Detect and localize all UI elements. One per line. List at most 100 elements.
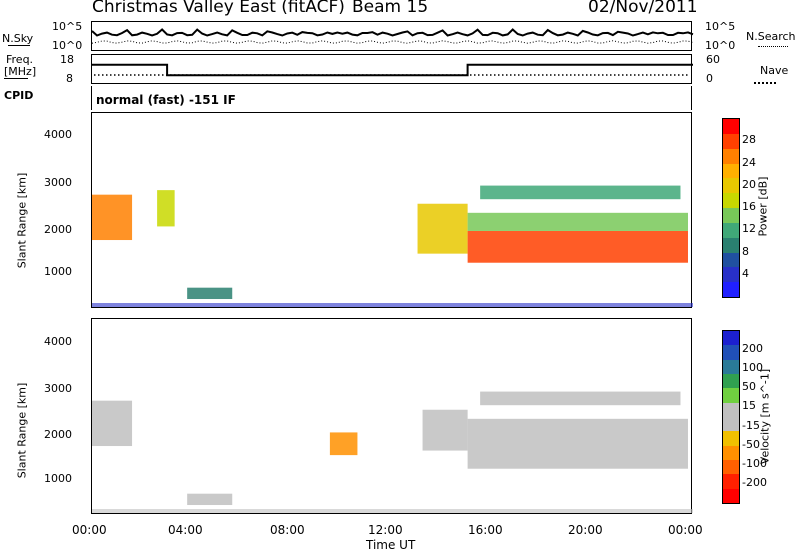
nsky-legend-line: [8, 45, 30, 46]
power-cbar-label: Power [dB]: [756, 176, 770, 237]
velocity-ytick-2000: 2000: [44, 428, 72, 441]
nave-label: Nave: [760, 64, 789, 77]
velocity-colorbar-tick-3: 15: [742, 399, 756, 413]
power-colorbar-tick-1: 24: [742, 155, 756, 169]
nave-tick-top: 60: [706, 53, 720, 66]
velocity-colorbar-tick-5: -50: [742, 437, 760, 451]
freq-panel: [91, 54, 693, 84]
power-colorbar-cell-11: [723, 282, 739, 298]
xtick-1200: 12:00: [368, 523, 403, 537]
velocity-feature-1: [187, 493, 233, 506]
velocity-colorbar-cell-9: [723, 460, 739, 475]
velocity-ytick-3000: 3000: [44, 382, 72, 395]
power-feature-3: [417, 203, 468, 254]
velocity-colorbar-tick-2: 50: [742, 380, 756, 394]
xtick-2400: 00:00: [668, 523, 703, 537]
velocity-colorbar-tick-1: 100: [742, 361, 763, 375]
velocity-feature-3: [422, 409, 468, 451]
power-feature-2: [187, 287, 233, 300]
nsky-label: N.Sky: [2, 32, 34, 45]
xtick-0800: 08:00: [270, 523, 305, 537]
power-colorbar-tick-6: 4: [742, 266, 749, 280]
nave-legend-line: [754, 82, 776, 84]
nsky-trace: [91, 28, 694, 44]
beam-label: Beam 15: [352, 0, 429, 17]
power-colorbar-cell-4: [723, 178, 739, 194]
power-colorbar-cell-3: [723, 163, 739, 179]
plot-title: Christmas Valley East (fitACF): [92, 0, 345, 17]
power-colorbar-cell-6: [723, 208, 739, 224]
power-colorbar-cell-10: [723, 267, 739, 283]
freq-tick-top: 18: [60, 53, 74, 66]
power-feature-5: [467, 212, 688, 231]
velocity-colorbar-cell-11: [723, 488, 739, 504]
velocity-colorbar-cell-10: [723, 474, 739, 490]
power-colorbar-tick-0: 28: [742, 133, 756, 147]
xtick-1600: 16:00: [468, 523, 503, 537]
power-feature-0: [92, 194, 133, 241]
freq-label: Freq.: [6, 53, 34, 66]
velocity-colorbar-cell-1: [723, 345, 739, 361]
velocity-feature-4: [467, 418, 688, 469]
velocity-panel: [91, 318, 693, 514]
velocity-feature-2: [329, 432, 358, 456]
velocity-colorbar-cell-7: [723, 431, 739, 447]
power-colorbar-cell-7: [723, 222, 739, 239]
nsky-tick-top: 10^5: [52, 20, 83, 33]
nsearch-tick-top: 10^5: [705, 20, 736, 33]
velocity-colorbar-cell-8: [723, 445, 739, 461]
power-ytick-3000: 3000: [44, 176, 72, 189]
xaxis-label: Time UT: [366, 538, 416, 552]
velocity-colorbar-cell-2: [723, 359, 739, 375]
velocity-ytick-1000: 1000: [44, 472, 72, 485]
nsky-panel: [91, 21, 694, 51]
power-colorbar-cell-9: [723, 252, 739, 268]
velocity-feature-0: [92, 400, 133, 447]
cpid-text: normal (fast) -151 IF: [96, 93, 236, 107]
power-panel: [91, 112, 693, 308]
power-colorbar-tick-4: 12: [742, 222, 756, 236]
xtick-0000: 00:00: [72, 523, 107, 537]
freq-tick-bottom: 8: [66, 72, 73, 85]
power-ytick-4000: 4000: [44, 128, 72, 141]
velocity-ground-scatter: [92, 509, 693, 513]
velocity-colorbar-tick-6: -100: [742, 456, 767, 470]
velocity-colorbar: [722, 330, 740, 504]
cpid-label: CPID: [4, 89, 34, 102]
nsearch-legend-line: [758, 46, 788, 47]
power-colorbar-tick-5: 8: [742, 244, 749, 258]
power-ylabel: Slant Range [km]: [15, 172, 29, 269]
velocity-heatmap: [92, 391, 693, 513]
power-feature-1: [157, 190, 175, 227]
velocity-colorbar-tick-7: -200: [742, 475, 767, 489]
nave-tick-bottom: 0: [706, 72, 713, 85]
power-ground-scatter: [92, 303, 693, 307]
power-ytick-1000: 1000: [44, 265, 72, 278]
power-colorbar-tick-3: 16: [742, 200, 756, 213]
velocity-feature-5: [480, 391, 681, 406]
velocity-ylabel: Slant Range [km]: [15, 382, 29, 479]
freq-trace: [92, 63, 693, 77]
power-colorbar-cell-0: [723, 119, 739, 135]
nsearch-label: N.Search: [746, 30, 796, 43]
nsearch-tick-bottom: 10^0: [705, 39, 736, 52]
power-colorbar: [722, 118, 740, 298]
velocity-colorbar-cell-0: [723, 331, 739, 346]
velocity-colorbar-tick-0: 200: [742, 342, 763, 356]
xtick-2000: 20:00: [568, 523, 603, 537]
power-colorbar-cell-1: [723, 133, 739, 150]
power-colorbar-cell-8: [723, 237, 739, 253]
velocity-colorbar-tick-4: -15: [742, 418, 760, 432]
cpid-panel: normal (fast) -151 IF: [91, 86, 692, 110]
power-heatmap: [92, 185, 693, 307]
freq-legend-line: [4, 78, 28, 79]
power-feature-4: [467, 230, 688, 263]
nsky-tick-bottom: 10^0: [52, 39, 83, 52]
xtick-0400: 04:00: [168, 523, 203, 537]
velocity-colorbar-cell-5: [723, 402, 739, 418]
power-colorbar-cell-5: [723, 193, 739, 209]
date-label: 02/Nov/2011: [588, 0, 698, 17]
power-colorbar-tick-2: 20: [742, 177, 756, 191]
power-colorbar-cell-2: [723, 148, 739, 164]
freq-unit-label: [MHz]: [4, 65, 37, 78]
